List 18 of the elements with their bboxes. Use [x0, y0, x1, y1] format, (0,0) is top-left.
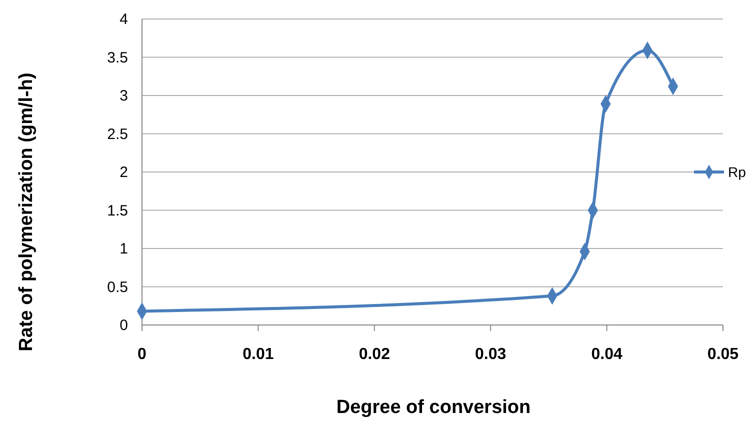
x-tick-label: 0.01 — [242, 346, 274, 363]
x-tick-label: 0.05 — [707, 346, 739, 363]
x-tick-label: 0.02 — [358, 346, 390, 363]
x-axis-title: Degree of conversion — [336, 397, 531, 418]
x-tick-label: 0 — [138, 346, 147, 363]
y-tick-label: 2.5 — [107, 126, 128, 143]
y-tick-label: 0 — [120, 317, 128, 334]
y-tick-label: 3.5 — [107, 49, 128, 66]
y-tick-label: 2 — [120, 164, 128, 181]
x-tick-label: 0.04 — [591, 346, 622, 363]
y-tick-label: 1 — [120, 240, 128, 258]
y-tick-label: 0.5 — [107, 278, 128, 296]
y-axis-title: Rate of polymerization (gm/l-h) — [16, 72, 37, 352]
legend-label: Rp — [728, 164, 746, 180]
y-tick-label: 1.5 — [107, 202, 128, 220]
x-tick-label: 0.03 — [475, 346, 506, 363]
y-tick-label: 3 — [120, 88, 128, 104]
y-tick-label: 4 — [120, 11, 128, 28]
